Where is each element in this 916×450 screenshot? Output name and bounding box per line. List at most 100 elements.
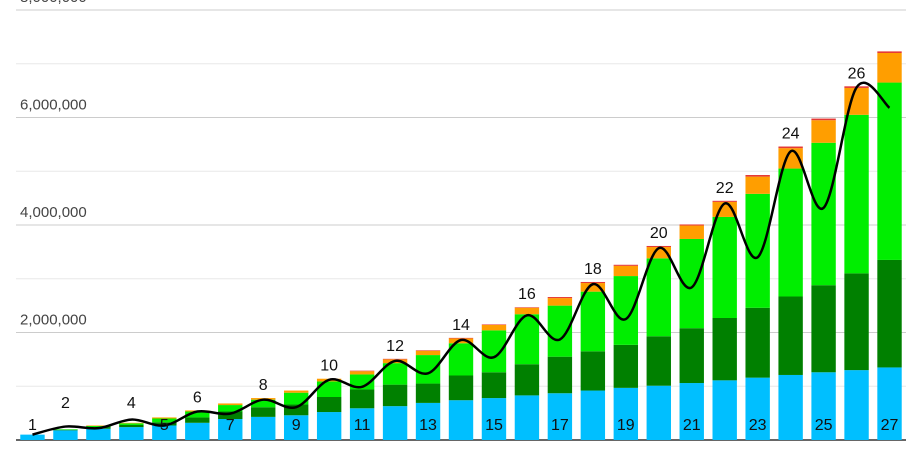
bar-segment-2-5	[152, 422, 177, 426]
bar-label-8: 8	[259, 377, 268, 394]
bar-label-5: 5	[160, 417, 169, 434]
bar-segment-1-24	[778, 374, 803, 440]
bar-segment-2-15	[481, 372, 507, 399]
bar-label-2: 2	[61, 395, 70, 412]
bar-segment-3-26	[844, 114, 869, 274]
bar-segment-1-3	[86, 428, 111, 440]
bar-label-24: 24	[782, 126, 800, 143]
bar-segment-5-25	[811, 118, 836, 121]
bar-segment-2-11	[349, 389, 375, 409]
bar-segment-5-15	[481, 324, 507, 325]
bar-segment-3-9	[283, 392, 309, 405]
bar-segment-2-13	[415, 383, 441, 403]
bar-segment-2-14	[448, 375, 474, 401]
bar-label-21: 21	[683, 417, 701, 434]
bar-segment-3-8	[251, 399, 276, 408]
bar-segment-2-2	[53, 429, 78, 431]
bar-segment-5-13	[415, 350, 441, 351]
bar-segment-1-13	[415, 402, 441, 440]
bar-segment-3-18	[580, 291, 606, 352]
bar-segment-4-23	[745, 176, 770, 194]
bar-segment-3-25	[811, 142, 836, 286]
y-tick-label: 6,000,000	[20, 97, 87, 114]
bar-segment-4-9	[283, 390, 309, 393]
bar-segment-4-5	[152, 417, 177, 419]
bar-segment-4-4	[119, 422, 144, 424]
bar-segment-4-25	[811, 120, 836, 143]
bar-segment-2-16	[514, 364, 540, 396]
bar-segment-2-7	[218, 411, 243, 420]
bar-label-19: 19	[617, 417, 635, 434]
bar-segment-2-17	[547, 356, 573, 394]
bar-segment-2-12	[382, 384, 408, 407]
bar-segment-1-27	[877, 367, 902, 440]
bar-segment-3-6	[185, 411, 210, 418]
bar-label-17: 17	[551, 417, 569, 434]
bar-segment-2-21	[679, 328, 704, 384]
bar-label-25: 25	[815, 417, 833, 434]
bar-segment-2-25	[811, 285, 836, 373]
bar-label-14: 14	[452, 317, 470, 334]
bar-segment-4-27	[877, 53, 902, 83]
bar-segment-2-23	[745, 307, 770, 378]
bar-segment-5-12	[382, 358, 408, 360]
bar-segment-1-15	[481, 398, 507, 440]
bar-label-6: 6	[193, 389, 202, 406]
bar-segment-5-21	[679, 224, 704, 226]
bar-segment-4-15	[481, 324, 507, 331]
bar-segment-3-4	[119, 423, 144, 425]
bar-segment-5-14	[448, 337, 474, 339]
bar-segment-3-3	[86, 426, 111, 428]
bar-label-27: 27	[881, 417, 899, 434]
bar-segment-2-10	[316, 397, 342, 413]
bar-segment-4-17	[547, 298, 573, 306]
trend-line-layer	[32, 81, 891, 436]
bar-segment-1-16	[514, 395, 540, 440]
bar-segment-4-13	[415, 350, 441, 356]
bar-segment-1-25	[811, 372, 836, 440]
bar-segment-1-9	[283, 415, 309, 440]
bar-label-26: 26	[848, 65, 866, 82]
bar-label-23: 23	[749, 417, 767, 434]
bar-segment-1-23	[745, 377, 770, 440]
bar-label-15: 15	[485, 417, 503, 434]
bar-segment-1-14	[448, 400, 474, 440]
bar-segment-2-26	[844, 273, 869, 371]
bar-segment-3-20	[646, 258, 671, 337]
bar-segment-3-24	[778, 168, 803, 297]
bar-segment-1-10	[316, 412, 342, 440]
bar-label-7: 7	[226, 417, 235, 434]
bar-label-16: 16	[518, 286, 536, 303]
bar-segment-2-22	[712, 317, 737, 381]
bar-label-1: 1	[28, 417, 37, 434]
bar-segment-5-11	[349, 370, 375, 372]
bar-label-18: 18	[584, 261, 602, 278]
bar-segment-3-7	[218, 405, 243, 412]
y-tick-label: 4,000,000	[20, 204, 87, 221]
bar-label-4: 4	[127, 395, 136, 412]
bar-segment-5-20	[646, 245, 671, 248]
bar-segment-2-19	[613, 344, 639, 388]
bar-segment-1-7	[218, 419, 243, 440]
bars	[20, 51, 902, 440]
bar-segment-5-24	[778, 146, 803, 149]
bar-segment-1-11	[349, 408, 375, 440]
bar-segment-2-9	[283, 404, 309, 416]
bar-segment-1-8	[251, 416, 276, 440]
bar-segment-5-22	[712, 200, 737, 202]
y-tick-label: 8,000,000	[20, 0, 87, 6]
bar-segment-1-4	[119, 427, 144, 440]
bar-segment-1-22	[712, 380, 737, 440]
bar-segment-1-6	[185, 422, 210, 440]
bar-segment-1-12	[382, 406, 408, 440]
y-axis-tick-labels: 2,000,000 4,000,000 6,000,000 8,000,000	[20, 0, 87, 329]
bar-segment-3-13	[415, 355, 441, 384]
bar-segment-3-12	[382, 363, 408, 385]
bar-segment-1-19	[613, 387, 639, 440]
bar-label-12: 12	[386, 338, 404, 355]
bar-segment-4-16	[514, 307, 540, 315]
y-tick-label: 2,000,000	[20, 312, 87, 329]
bar-segment-3-10	[316, 381, 342, 397]
